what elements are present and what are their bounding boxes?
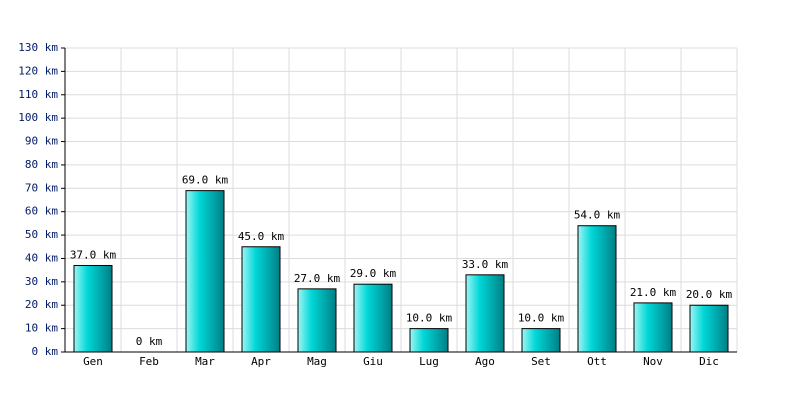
x-tick-label: Mar [195, 355, 215, 368]
data-label: 29.0 km [350, 267, 397, 280]
x-tick-label: Dic [699, 355, 719, 368]
y-tick-label: 10 km [25, 322, 58, 335]
x-tick-label: Set [531, 355, 551, 368]
x-tick-label: Mag [307, 355, 327, 368]
data-label: 10.0 km [406, 312, 453, 325]
bar [521, 328, 561, 353]
x-tick-label: Nov [643, 355, 663, 368]
bar [185, 190, 225, 353]
data-label: 69.0 km [182, 174, 229, 187]
y-tick-label: 80 km [25, 158, 58, 171]
bar [73, 264, 113, 353]
x-tick-label: Lug [419, 355, 439, 368]
bar [465, 274, 505, 353]
x-tick-label: Ago [475, 355, 495, 368]
bar [353, 283, 393, 353]
data-label: 27.0 km [294, 272, 341, 285]
y-tick-label: 90 km [25, 135, 58, 148]
y-tick-label: 30 km [25, 275, 58, 288]
x-tick-label: Gen [83, 355, 103, 368]
x-tick-label: Feb [139, 355, 159, 368]
y-tick-label: 120 km [18, 64, 58, 77]
x-tick-label: Apr [251, 355, 271, 368]
y-tick-label: 130 km [18, 41, 58, 54]
y-tick-label: 0 km [32, 345, 59, 358]
bar [577, 225, 617, 353]
y-tick-label: 40 km [25, 251, 58, 264]
data-label: 21.0 km [630, 286, 677, 299]
data-label: 37.0 km [70, 248, 117, 261]
data-label: 20.0 km [686, 288, 733, 301]
y-tick-label: 70 km [25, 181, 58, 194]
y-tick-label: 20 km [25, 298, 58, 311]
y-tick-label: 110 km [18, 88, 58, 101]
y-tick-label: 50 km [25, 228, 58, 241]
x-tick-label: Giu [363, 355, 383, 368]
bar [297, 288, 337, 353]
x-tick-label: Ott [587, 355, 607, 368]
data-label: 10.0 km [518, 312, 565, 325]
bar [689, 304, 729, 353]
data-label: 33.0 km [462, 258, 509, 271]
data-label: 0 km [136, 335, 163, 348]
bar [409, 328, 449, 353]
data-label: 45.0 km [238, 230, 285, 243]
bar [633, 302, 673, 353]
y-tick-label: 100 km [18, 111, 58, 124]
bar [241, 246, 281, 353]
y-tick-label: 60 km [25, 205, 58, 218]
data-label: 54.0 km [574, 209, 621, 222]
